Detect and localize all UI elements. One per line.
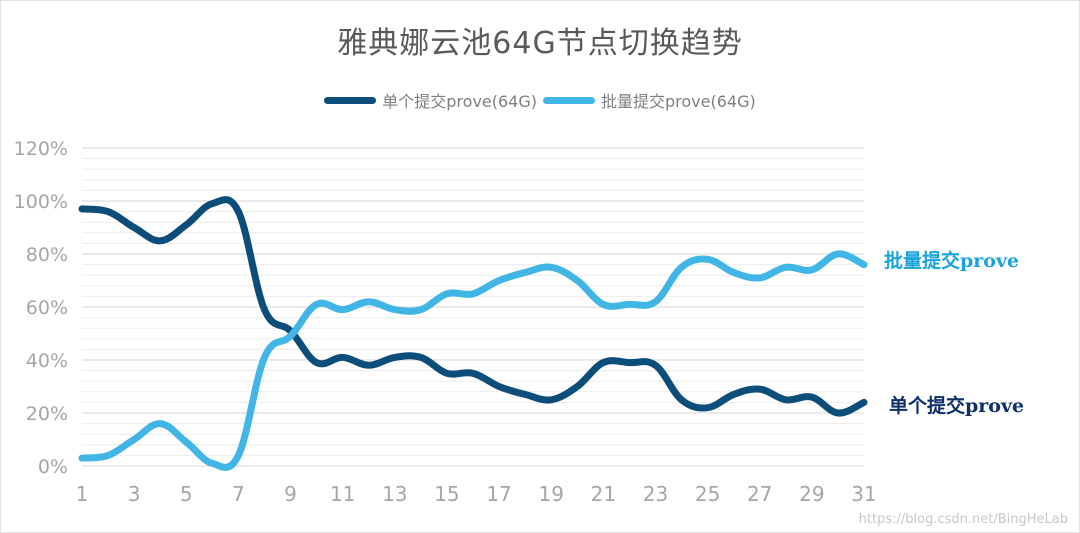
- x-tick-label: 15: [434, 482, 459, 506]
- x-tick-label: 23: [643, 482, 668, 506]
- x-tick-label: 19: [538, 482, 563, 506]
- y-tick-label: 40%: [26, 350, 68, 372]
- y-tick-label: 120%: [14, 138, 68, 160]
- x-tick-label: 31: [851, 482, 876, 506]
- x-tick-label: 27: [747, 482, 772, 506]
- y-tick-label: 100%: [14, 191, 68, 213]
- x-tick-label: 9: [284, 482, 297, 506]
- legend-label-batch: 批量提交prove(64G): [601, 92, 756, 111]
- legend-swatch-single: [324, 96, 377, 104]
- legend-item-single: 单个提交prove(64G): [324, 88, 537, 112]
- chart-title: 雅典娜云池64G节点切换趋势: [337, 26, 743, 61]
- y-tick-label: 0%: [38, 456, 68, 478]
- callout-single-label: 单个提交prove: [889, 395, 1025, 417]
- y-tick-label: 20%: [26, 403, 68, 425]
- x-tick-label: 11: [330, 482, 355, 506]
- x-tick-label: 29: [799, 482, 824, 506]
- y-tick-label: 80%: [26, 244, 68, 266]
- y-tick-label: 60%: [26, 297, 68, 319]
- legend-swatch-batch: [543, 96, 595, 104]
- watermark-text: https://blog.csdn.net/BingHeLab: [858, 512, 1068, 527]
- x-tick-label: 7: [232, 482, 245, 506]
- x-tick-label: 3: [128, 482, 141, 506]
- x-tick-label: 17: [486, 482, 511, 506]
- x-tick-label: 25: [695, 482, 720, 506]
- series-line-single: [78, 196, 868, 417]
- legend-item-batch: 批量提交prove(64G): [543, 88, 756, 112]
- x-tick-label: 21: [591, 482, 616, 506]
- x-tick-label: 5: [180, 482, 193, 506]
- callout-batch-label: 批量提交prove: [884, 250, 1020, 272]
- x-tick-label: 13: [382, 482, 407, 506]
- chart-legend: 单个提交prove(64G) 批量提交prove(64G): [0, 88, 1080, 112]
- x-tick-label: 1: [76, 482, 89, 506]
- series-line-batch: [78, 250, 868, 471]
- legend-label-single: 单个提交prove(64G): [382, 92, 537, 111]
